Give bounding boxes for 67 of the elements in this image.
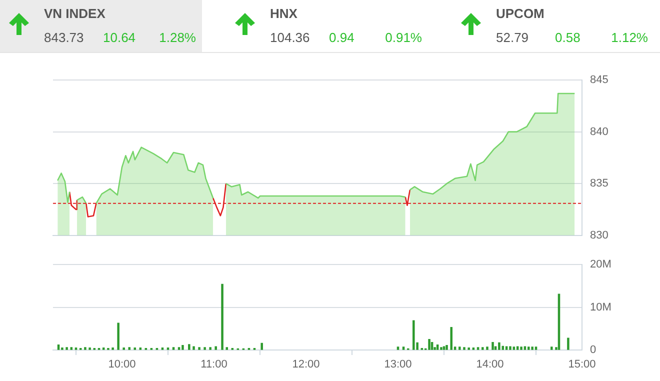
text: 843.73 [44,30,84,45]
bar [440,347,442,350]
bar [226,347,228,350]
text: 0.94 [329,30,354,45]
bar [178,347,180,350]
text: 52.79 [496,30,529,45]
text: UPCOM [496,6,544,21]
bar [498,342,500,350]
text: 0.91% [385,30,422,45]
text: VN INDEX [44,6,106,21]
bar [396,346,400,350]
bar [476,347,480,350]
x-tick-label: 15:00 [568,358,596,371]
bar [520,346,522,350]
bar [436,344,439,350]
bar [188,344,190,350]
bar [528,346,530,350]
bar [260,342,263,350]
bar [446,344,448,350]
x-tick-label: 14:00 [476,358,504,371]
bar [57,344,60,350]
text: 10.64 [103,30,136,45]
bar [428,338,430,350]
y-tick-label: 0 [590,344,596,356]
x-tick-label: 11:00 [200,358,228,371]
x-tick-label: 13:00 [384,358,412,371]
bar [209,347,212,350]
bar [214,346,217,350]
bar [534,346,538,350]
bar [204,347,206,350]
y-tick-label: 840 [590,126,608,138]
bar [192,346,195,350]
bar [567,338,570,350]
bar [482,347,484,350]
y-tick-label: 845 [590,74,608,86]
bar [70,347,73,350]
bar [550,346,553,350]
bar [66,347,68,350]
bar [128,347,130,350]
y-tick-label: 20M [590,258,612,271]
text: 104.36 [270,30,310,45]
y-tick-label: 830 [590,229,608,242]
bar [486,346,488,350]
bar [182,344,184,350]
y-tick-label: 10M [590,301,612,314]
bar [430,342,434,350]
bar [221,284,224,350]
bar [492,342,494,350]
bar [402,346,405,350]
bar [412,320,415,350]
y-tick-label: 835 [590,178,608,190]
text: HNX [270,6,298,21]
bar [450,327,452,350]
bar [172,347,175,350]
text: 0.58 [555,30,580,45]
bar [84,347,86,350]
x-tick-label: 10:00 [108,358,136,371]
bar [512,346,516,350]
bar [531,346,534,350]
bar [509,346,512,350]
x-tick-label: 12:00 [292,358,320,371]
bar [463,347,466,350]
bar [117,322,120,350]
text: 1.12% [611,30,648,45]
bar [458,346,461,350]
bar [198,347,200,350]
text: 1.28% [159,30,196,45]
